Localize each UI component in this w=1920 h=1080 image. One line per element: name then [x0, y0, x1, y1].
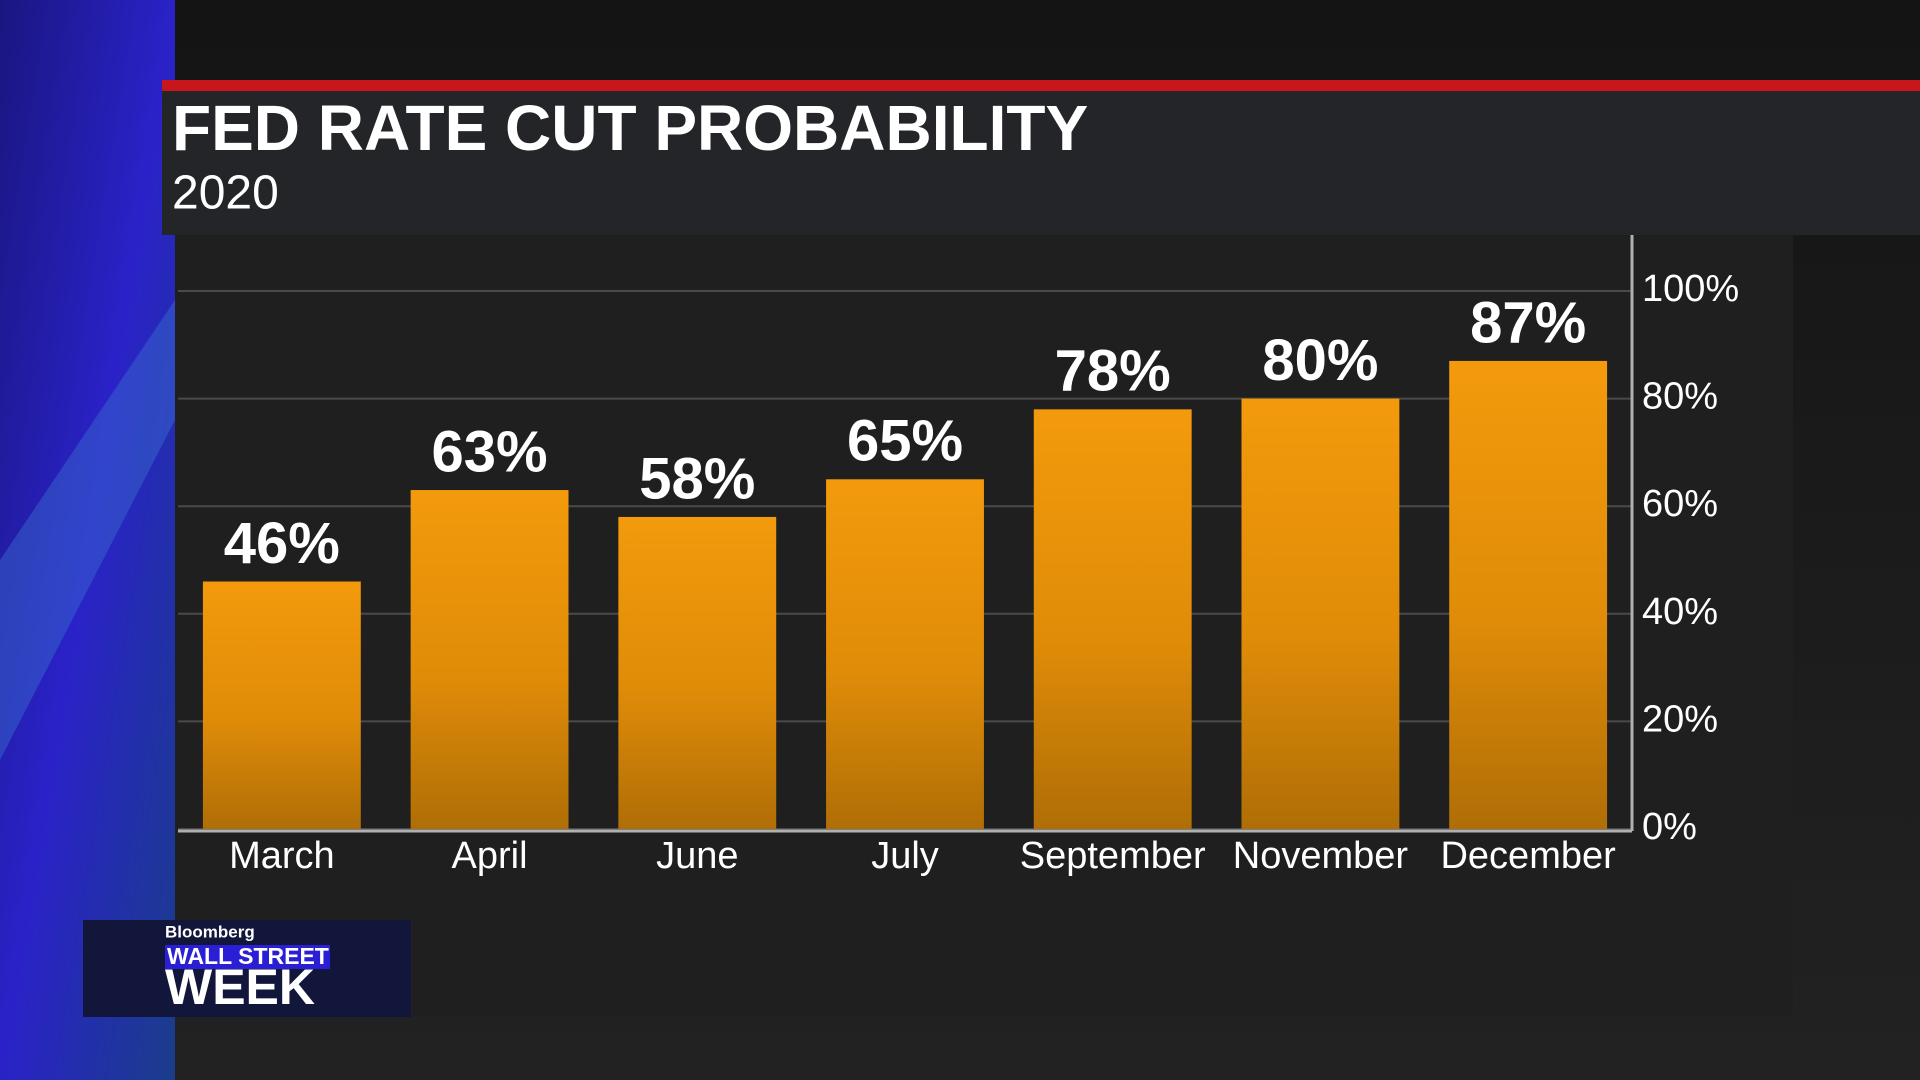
bar [618, 516, 777, 829]
value-label: 46% [224, 511, 340, 576]
bar [1241, 398, 1400, 829]
y-tick-label: 20% [1642, 698, 1718, 740]
x-tick-label: July [871, 835, 939, 877]
logo-highlight [165, 945, 330, 969]
bar [826, 479, 984, 829]
x-tick-label: March [229, 835, 335, 877]
bar [1449, 360, 1608, 829]
logo-show-line2: WEEK [165, 959, 315, 1015]
value-label: 58% [639, 446, 755, 511]
y-tick-label: 80% [1642, 376, 1718, 418]
plot: 0% 20% 40% 60% 80% 100% March 46% April 63% June 58… [178, 235, 1739, 877]
value-label: 65% [847, 409, 963, 474]
bar [1033, 409, 1192, 829]
y-tick-label: 60% [1642, 483, 1718, 525]
value-label: 63% [432, 419, 548, 484]
chart-subtitle: 2020 [172, 167, 279, 220]
y-tick-label: 0% [1642, 806, 1697, 848]
chart-title: FED RATE CUT PROBABILITY [172, 92, 1088, 164]
value-label: 80% [1262, 328, 1378, 393]
value-label: 78% [1055, 339, 1171, 404]
header-bar [162, 80, 1920, 235]
bar [410, 490, 569, 829]
x-tick-label: April [452, 835, 528, 877]
x-tick-label: November [1233, 835, 1409, 877]
header-rule [162, 80, 1920, 91]
x-tick-label: December [1440, 835, 1616, 877]
y-tick-label: 40% [1642, 591, 1718, 633]
side-stripe [0, 300, 175, 760]
x-tick-label: September [1020, 835, 1206, 877]
x-tick-label: June [656, 835, 738, 877]
value-label: 87% [1470, 290, 1586, 355]
logo-network: Bloomberg [165, 922, 255, 941]
y-tick-label: 100% [1642, 268, 1739, 310]
side-band [0, 0, 175, 1080]
logo-show-line1: WALL STREET [167, 943, 329, 969]
bar [202, 581, 361, 829]
